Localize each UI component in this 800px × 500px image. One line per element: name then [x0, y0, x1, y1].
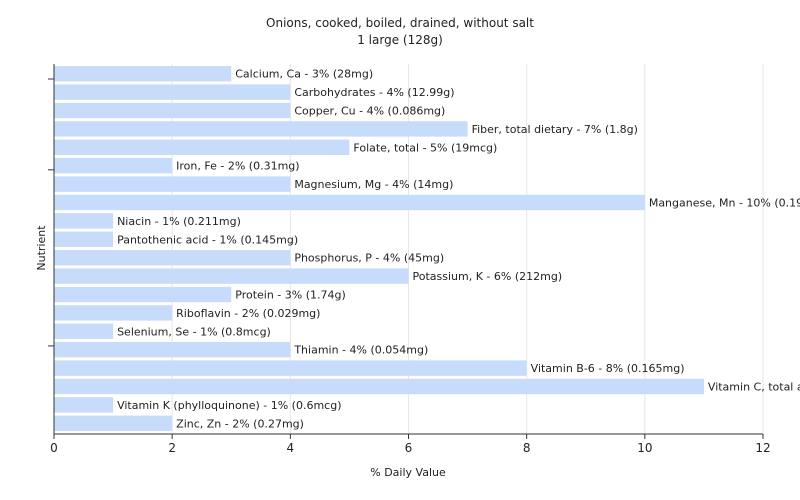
bar-label-0: Calcium, Ca - 3% (28mg)	[235, 68, 373, 81]
bars: Calcium, Ca - 3% (28mg) Carbohydrates - 4…	[54, 66, 800, 431]
bar-label-18: Vitamin K (phylloquinone) - 1% (0.6mcg)	[117, 399, 341, 412]
bar-4	[54, 139, 350, 155]
x-tick-label-5: 10	[637, 441, 652, 455]
bar-label-1: Carbohydrates - 4% (12.99g)	[294, 86, 454, 99]
axes: 0 2 4 6 8 10 12	[48, 64, 771, 455]
bar-7	[54, 194, 645, 211]
bar-3	[54, 121, 468, 137]
bar-14	[54, 323, 114, 339]
x-tick-label-6: 12	[755, 441, 770, 455]
bar-label-19: Zinc, Zn - 2% (0.27mg)	[176, 417, 304, 430]
bar-label-4: Folate, total - 5% (19mcg)	[353, 141, 497, 154]
bar-10	[54, 250, 291, 266]
y-axis-label: Nutrient	[35, 225, 48, 271]
x-tick-label-0: 0	[50, 441, 58, 455]
bar-6	[54, 176, 291, 192]
bar-label-14: Selenium, Se - 1% (0.8mcg)	[117, 325, 271, 338]
bar-label-9: Pantothenic acid - 1% (0.145mg)	[117, 233, 298, 246]
bar-15	[54, 342, 291, 358]
bar-18	[54, 397, 114, 413]
x-axis-label: % Daily Value	[370, 466, 446, 479]
bar-label-7: Manganese, Mn - 10% (0.196mg)	[649, 197, 800, 210]
x-tick-label-2: 4	[287, 441, 295, 455]
x-tick-label-4: 8	[523, 441, 531, 455]
bar-16	[54, 360, 527, 376]
bar-9	[54, 231, 114, 247]
bar-label-13: Riboflavin - 2% (0.029mg)	[176, 307, 320, 320]
bar-label-3: Fiber, total dietary - 7% (1.8g)	[472, 123, 638, 136]
bar-11	[54, 268, 409, 284]
bar-label-17: Vitamin C, total ascorbic acid - 11% (6.…	[708, 381, 800, 394]
bar-12	[54, 286, 232, 303]
bar-label-8: Niacin - 1% (0.211mg)	[117, 215, 241, 228]
bar-2	[54, 102, 291, 119]
bar-label-12: Protein - 3% (1.74g)	[235, 289, 346, 302]
bar-1	[54, 84, 291, 100]
bar-label-6: Magnesium, Mg - 4% (14mg)	[294, 178, 453, 191]
bar-5	[54, 158, 173, 174]
bar-label-10: Phosphorus, P - 4% (45mg)	[294, 252, 444, 265]
bar-17	[54, 378, 704, 395]
bar-label-16: Vitamin B-6 - 8% (0.165mg)	[531, 362, 685, 375]
bar-0	[54, 66, 232, 82]
grid-lines	[171, 64, 764, 434]
x-tick-label-1: 2	[168, 441, 176, 455]
bar-19	[54, 415, 173, 431]
chart-title: Onions, cooked, boiled, drained, without…	[266, 16, 534, 30]
bar-13	[54, 305, 173, 321]
x-tick-label-3: 6	[405, 441, 413, 455]
bar-label-5: Iron, Fe - 2% (0.31mg)	[176, 160, 299, 173]
chart-subtitle: 1 large (128g)	[357, 33, 443, 47]
bar-label-2: Copper, Cu - 4% (0.086mg)	[294, 105, 445, 118]
bar-label-11: Potassium, K - 6% (212mg)	[413, 270, 563, 283]
bar-8	[54, 213, 114, 229]
bar-label-15: Thiamin - 4% (0.054mg)	[293, 344, 428, 357]
